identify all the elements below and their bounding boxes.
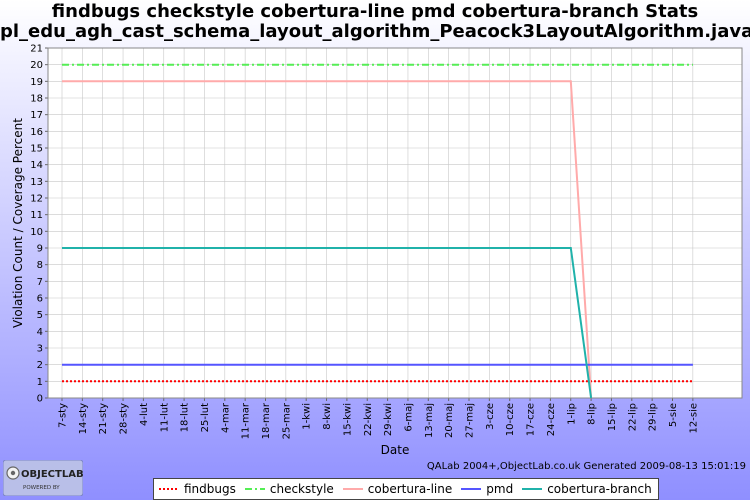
y-tick-label: 13 <box>30 177 43 188</box>
y-tick-label: 0 <box>37 394 43 405</box>
legend-item-findbugs: findbugs <box>158 482 236 496</box>
plot-area <box>48 48 742 398</box>
x-tick-label: 22-lip <box>627 403 638 431</box>
x-tick-label: 22-kwi <box>363 403 374 436</box>
x-tick-label: 27-maj <box>465 403 476 438</box>
x-tick-label: 21-sty <box>98 403 109 434</box>
x-tick-label: 24-cze <box>546 403 557 436</box>
y-tick-label: 11 <box>30 210 43 221</box>
y-tick-label: 20 <box>30 60 43 71</box>
x-tick-label: 18-lut <box>180 403 191 432</box>
series-line-cobertura-branch <box>62 247 593 399</box>
y-tick-label: 12 <box>30 194 43 205</box>
x-tick-label: 20-maj <box>444 403 455 438</box>
x-axis-label: Date <box>381 443 410 457</box>
legend-swatch-cobertura-branch <box>522 488 543 490</box>
x-tick-label: 4-lut <box>139 403 150 426</box>
legend-label-cobertura-line: cobertura-line <box>367 482 453 496</box>
x-tick-label: 6-maj <box>403 403 414 432</box>
legend-item-cobertura-line: cobertura-line <box>342 482 452 496</box>
x-tick-label: 29-kwi <box>383 403 394 436</box>
y-tick-label: 17 <box>30 110 43 121</box>
plot-border <box>47 47 743 399</box>
y-tick-label: 16 <box>30 127 43 138</box>
x-tick-label: 11-mar <box>241 402 252 439</box>
legend-swatch-findbugs <box>159 488 179 490</box>
legend-swatch-checkstyle <box>244 488 265 490</box>
x-tick-label: 14-sty <box>78 403 89 434</box>
y-tick-label: 3 <box>37 344 43 355</box>
y-axis-label: Violation Count / Coverage Percent <box>11 118 25 328</box>
x-tick-label: 25-lut <box>200 403 211 432</box>
y-tick-label: 4 <box>37 327 43 338</box>
legend-label-cobertura-branch: cobertura-branch <box>547 482 652 496</box>
x-tick-label: 15-kwi <box>342 403 353 436</box>
y-tick-label: 10 <box>30 227 43 238</box>
x-tick-label: 7-sty <box>58 403 69 428</box>
chart-title-line1: findbugs checkstyle cobertura-line pmd c… <box>51 1 699 22</box>
y-tick-label: 18 <box>30 94 43 105</box>
x-tick-label: 15-lip <box>607 403 618 431</box>
x-tick-label: 1-lip <box>566 403 577 425</box>
legend-label-pmd: pmd <box>486 482 514 496</box>
x-tick-label: 11-lut <box>159 403 170 432</box>
y-tick-label: 14 <box>30 160 43 171</box>
x-tick-label: 13-maj <box>424 403 435 438</box>
y-tick-label: 15 <box>30 144 43 155</box>
legend-swatch-cobertura-line <box>342 488 363 490</box>
y-tick-label: 6 <box>37 294 43 305</box>
y-tick-label: 9 <box>37 244 43 255</box>
legend-item-checkstyle: checkstyle <box>244 482 334 496</box>
objectlab-logo: OBJECTLAB POWERED BY <box>3 460 83 496</box>
x-tick-label: 28-sty <box>119 403 130 434</box>
y-tick-label: 2 <box>37 360 43 371</box>
legend-label-checkstyle: checkstyle <box>269 482 334 496</box>
legend-swatch-pmd <box>461 488 482 490</box>
y-tick-label: 1 <box>37 377 43 388</box>
x-tick-label: 3-cze <box>485 403 496 430</box>
x-tick-label: 8-lip <box>587 403 598 425</box>
legend-item-pmd: pmd <box>460 482 513 496</box>
x-tick-label: 1-kwi <box>302 403 313 430</box>
legend-item-cobertura-branch: cobertura-branch <box>521 482 652 496</box>
logo-subtext: POWERED BY <box>23 485 60 491</box>
y-tick-label: 5 <box>37 310 43 321</box>
legend-label-findbugs: findbugs <box>184 482 236 496</box>
x-tick-label: 10-cze <box>505 403 516 436</box>
x-tick-label: 25-mar <box>281 402 292 439</box>
x-tick-label: 18-mar <box>261 402 272 439</box>
y-tick-label: 19 <box>30 77 43 88</box>
y-tick-label: 7 <box>37 277 43 288</box>
series-line-cobertura-line <box>62 80 593 399</box>
legend: findbugs checkstyle cobertura-line pmd cober… <box>153 478 659 500</box>
x-tick-label: 17-cze <box>526 403 537 436</box>
x-tick-label: 8-kwi <box>322 403 333 430</box>
x-tick-label: 5-sie <box>668 403 679 427</box>
chart-title-line2: pl_edu_agh_cast_schema_layout_algorithm_… <box>0 21 750 42</box>
logo-text: OBJECTLAB <box>21 469 83 480</box>
y-tick-label: 8 <box>37 260 43 271</box>
x-tick-label: 29-lip <box>648 403 659 431</box>
y-tick-label: 21 <box>30 44 43 55</box>
x-tick-label: 4-mar <box>220 402 231 433</box>
footer-credit: QALab 2004+,ObjectLab.co.uk Generated 20… <box>426 461 746 472</box>
x-tick-label: 12-sie <box>688 403 699 433</box>
